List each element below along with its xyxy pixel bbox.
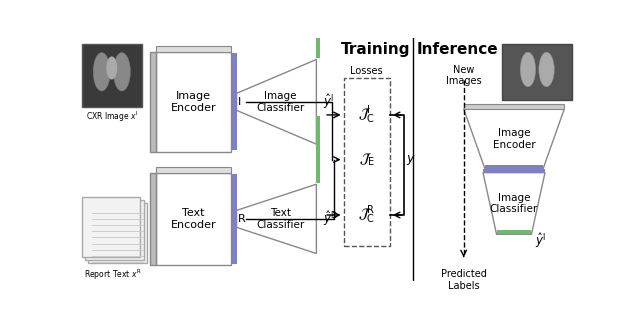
Text: $\mathcal{J}_\mathrm{C}^\mathrm{I}$: $\mathcal{J}_\mathrm{C}^\mathrm{I}$: [358, 104, 375, 126]
Polygon shape: [463, 104, 564, 109]
Text: Predicted
Labels: Predicted Labels: [441, 269, 486, 290]
Bar: [231, 193, 237, 211]
Bar: [231, 53, 237, 150]
Bar: [316, 0, 320, 58]
Bar: [81, 44, 142, 107]
Bar: [231, 76, 237, 94]
Text: Losses: Losses: [351, 66, 383, 76]
Text: Inference: Inference: [417, 42, 498, 57]
Bar: [156, 52, 231, 152]
Bar: [316, 117, 320, 183]
Ellipse shape: [93, 52, 110, 91]
Ellipse shape: [520, 52, 536, 87]
Bar: [483, 169, 545, 173]
Ellipse shape: [539, 52, 554, 87]
Bar: [88, 204, 147, 263]
Bar: [84, 200, 143, 260]
Text: $\mathcal{J}_\mathrm{C}^\mathrm{R}$: $\mathcal{J}_\mathrm{C}^\mathrm{R}$: [358, 204, 376, 226]
Text: Text
Classifier: Text Classifier: [256, 208, 305, 230]
Text: Report Text $x^\mathrm{R}$: Report Text $x^\mathrm{R}$: [84, 267, 141, 282]
Ellipse shape: [106, 56, 117, 80]
Polygon shape: [237, 184, 316, 253]
Text: Image
Encoder: Image Encoder: [493, 128, 535, 149]
Bar: [156, 173, 231, 265]
Text: Image
Classifier: Image Classifier: [490, 193, 538, 214]
Text: $\hat{y}^\mathrm{I}$: $\hat{y}^\mathrm{I}$: [323, 92, 333, 111]
Polygon shape: [237, 59, 316, 144]
Bar: [497, 230, 531, 234]
Polygon shape: [156, 167, 231, 173]
Bar: [81, 197, 140, 257]
Polygon shape: [463, 109, 564, 169]
Text: $\hat{y}^\mathrm{I}$: $\hat{y}^\mathrm{I}$: [535, 231, 546, 250]
Text: I: I: [238, 97, 241, 107]
Text: $\mathcal{J}_\mathrm{E}$: $\mathcal{J}_\mathrm{E}$: [358, 151, 375, 168]
Bar: [150, 173, 156, 265]
Text: Text
Encoder: Text Encoder: [171, 208, 216, 230]
Bar: [344, 78, 390, 246]
Bar: [502, 44, 572, 100]
Bar: [150, 52, 156, 152]
Polygon shape: [483, 173, 545, 234]
Text: R: R: [238, 214, 246, 224]
Ellipse shape: [113, 52, 131, 91]
Text: Image
Classifier: Image Classifier: [256, 91, 305, 112]
Text: Image
Encoder: Image Encoder: [171, 91, 216, 112]
Bar: [231, 174, 237, 264]
Text: $y$: $y$: [406, 153, 416, 167]
Text: CXR Image $x^\mathrm{I}$: CXR Image $x^\mathrm{I}$: [86, 110, 138, 124]
Polygon shape: [156, 46, 231, 52]
Text: New
Images: New Images: [446, 65, 481, 87]
Bar: [485, 165, 543, 169]
Text: $\hat{y}^\mathrm{R}$: $\hat{y}^\mathrm{R}$: [323, 210, 337, 228]
Text: Training: Training: [340, 42, 410, 57]
